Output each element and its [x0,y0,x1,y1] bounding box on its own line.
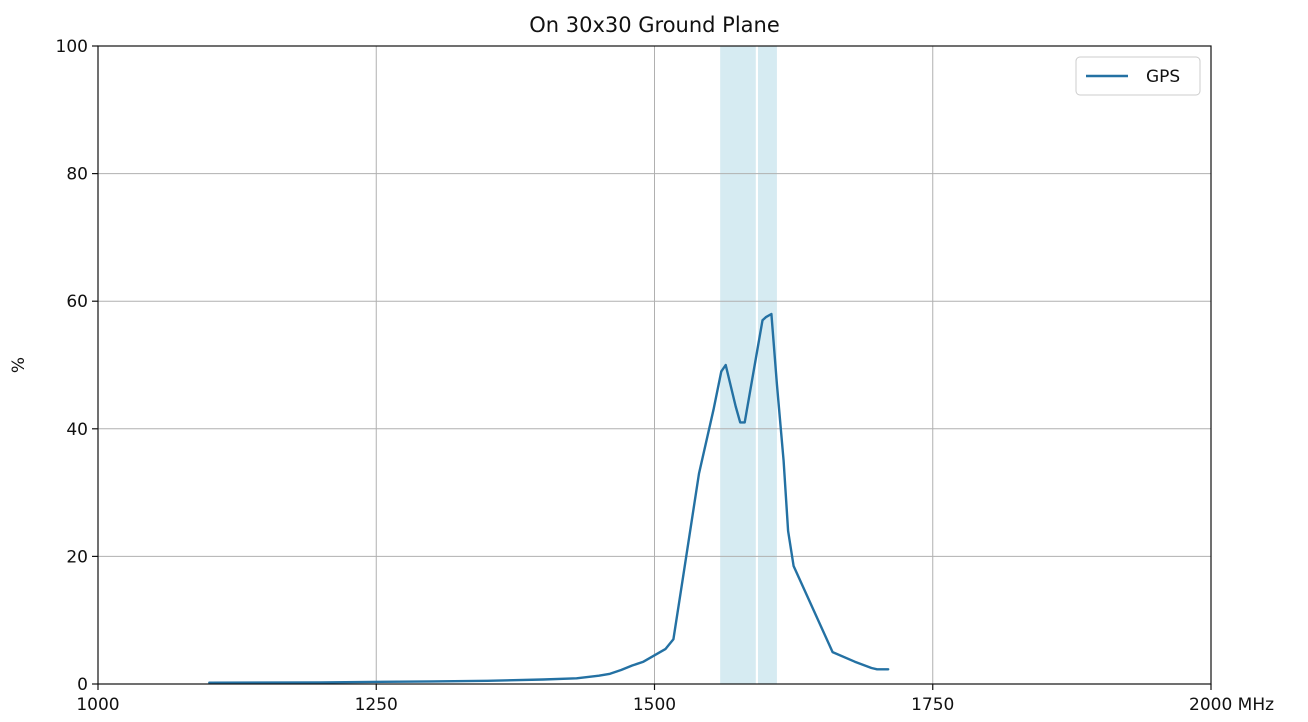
frequency-bands [720,46,777,684]
legend: GPS [1075,56,1201,96]
legend-label: GPS [1146,67,1180,87]
y-tick-label: 100 [56,37,88,57]
y-tick-label: 40 [66,420,88,440]
y-tick-label: 0 [77,675,88,695]
x-tick-label: 2000 MHz [1189,695,1274,715]
x-tick-label: 1750 [911,695,954,715]
legend-box [1075,56,1201,96]
y-tick-label: 20 [66,547,88,567]
y-axis: 0 20 40 60 80 100 [56,37,98,695]
chart-title: On 30x30 Ground Plane [529,13,780,37]
series-group [208,312,890,684]
x-tick-label: 1500 [633,695,676,715]
x-tick-label: 1250 [355,695,398,715]
y-tick-label: 80 [66,165,88,185]
x-axis: 1000 1250 1500 1750 2000 MHz [76,684,1274,715]
y-tick-label: 60 [66,292,88,312]
x-tick-label: 1000 [76,695,119,715]
y-axis-label: % [9,357,29,373]
series-line-gps [208,312,890,684]
band-1 [758,46,777,684]
